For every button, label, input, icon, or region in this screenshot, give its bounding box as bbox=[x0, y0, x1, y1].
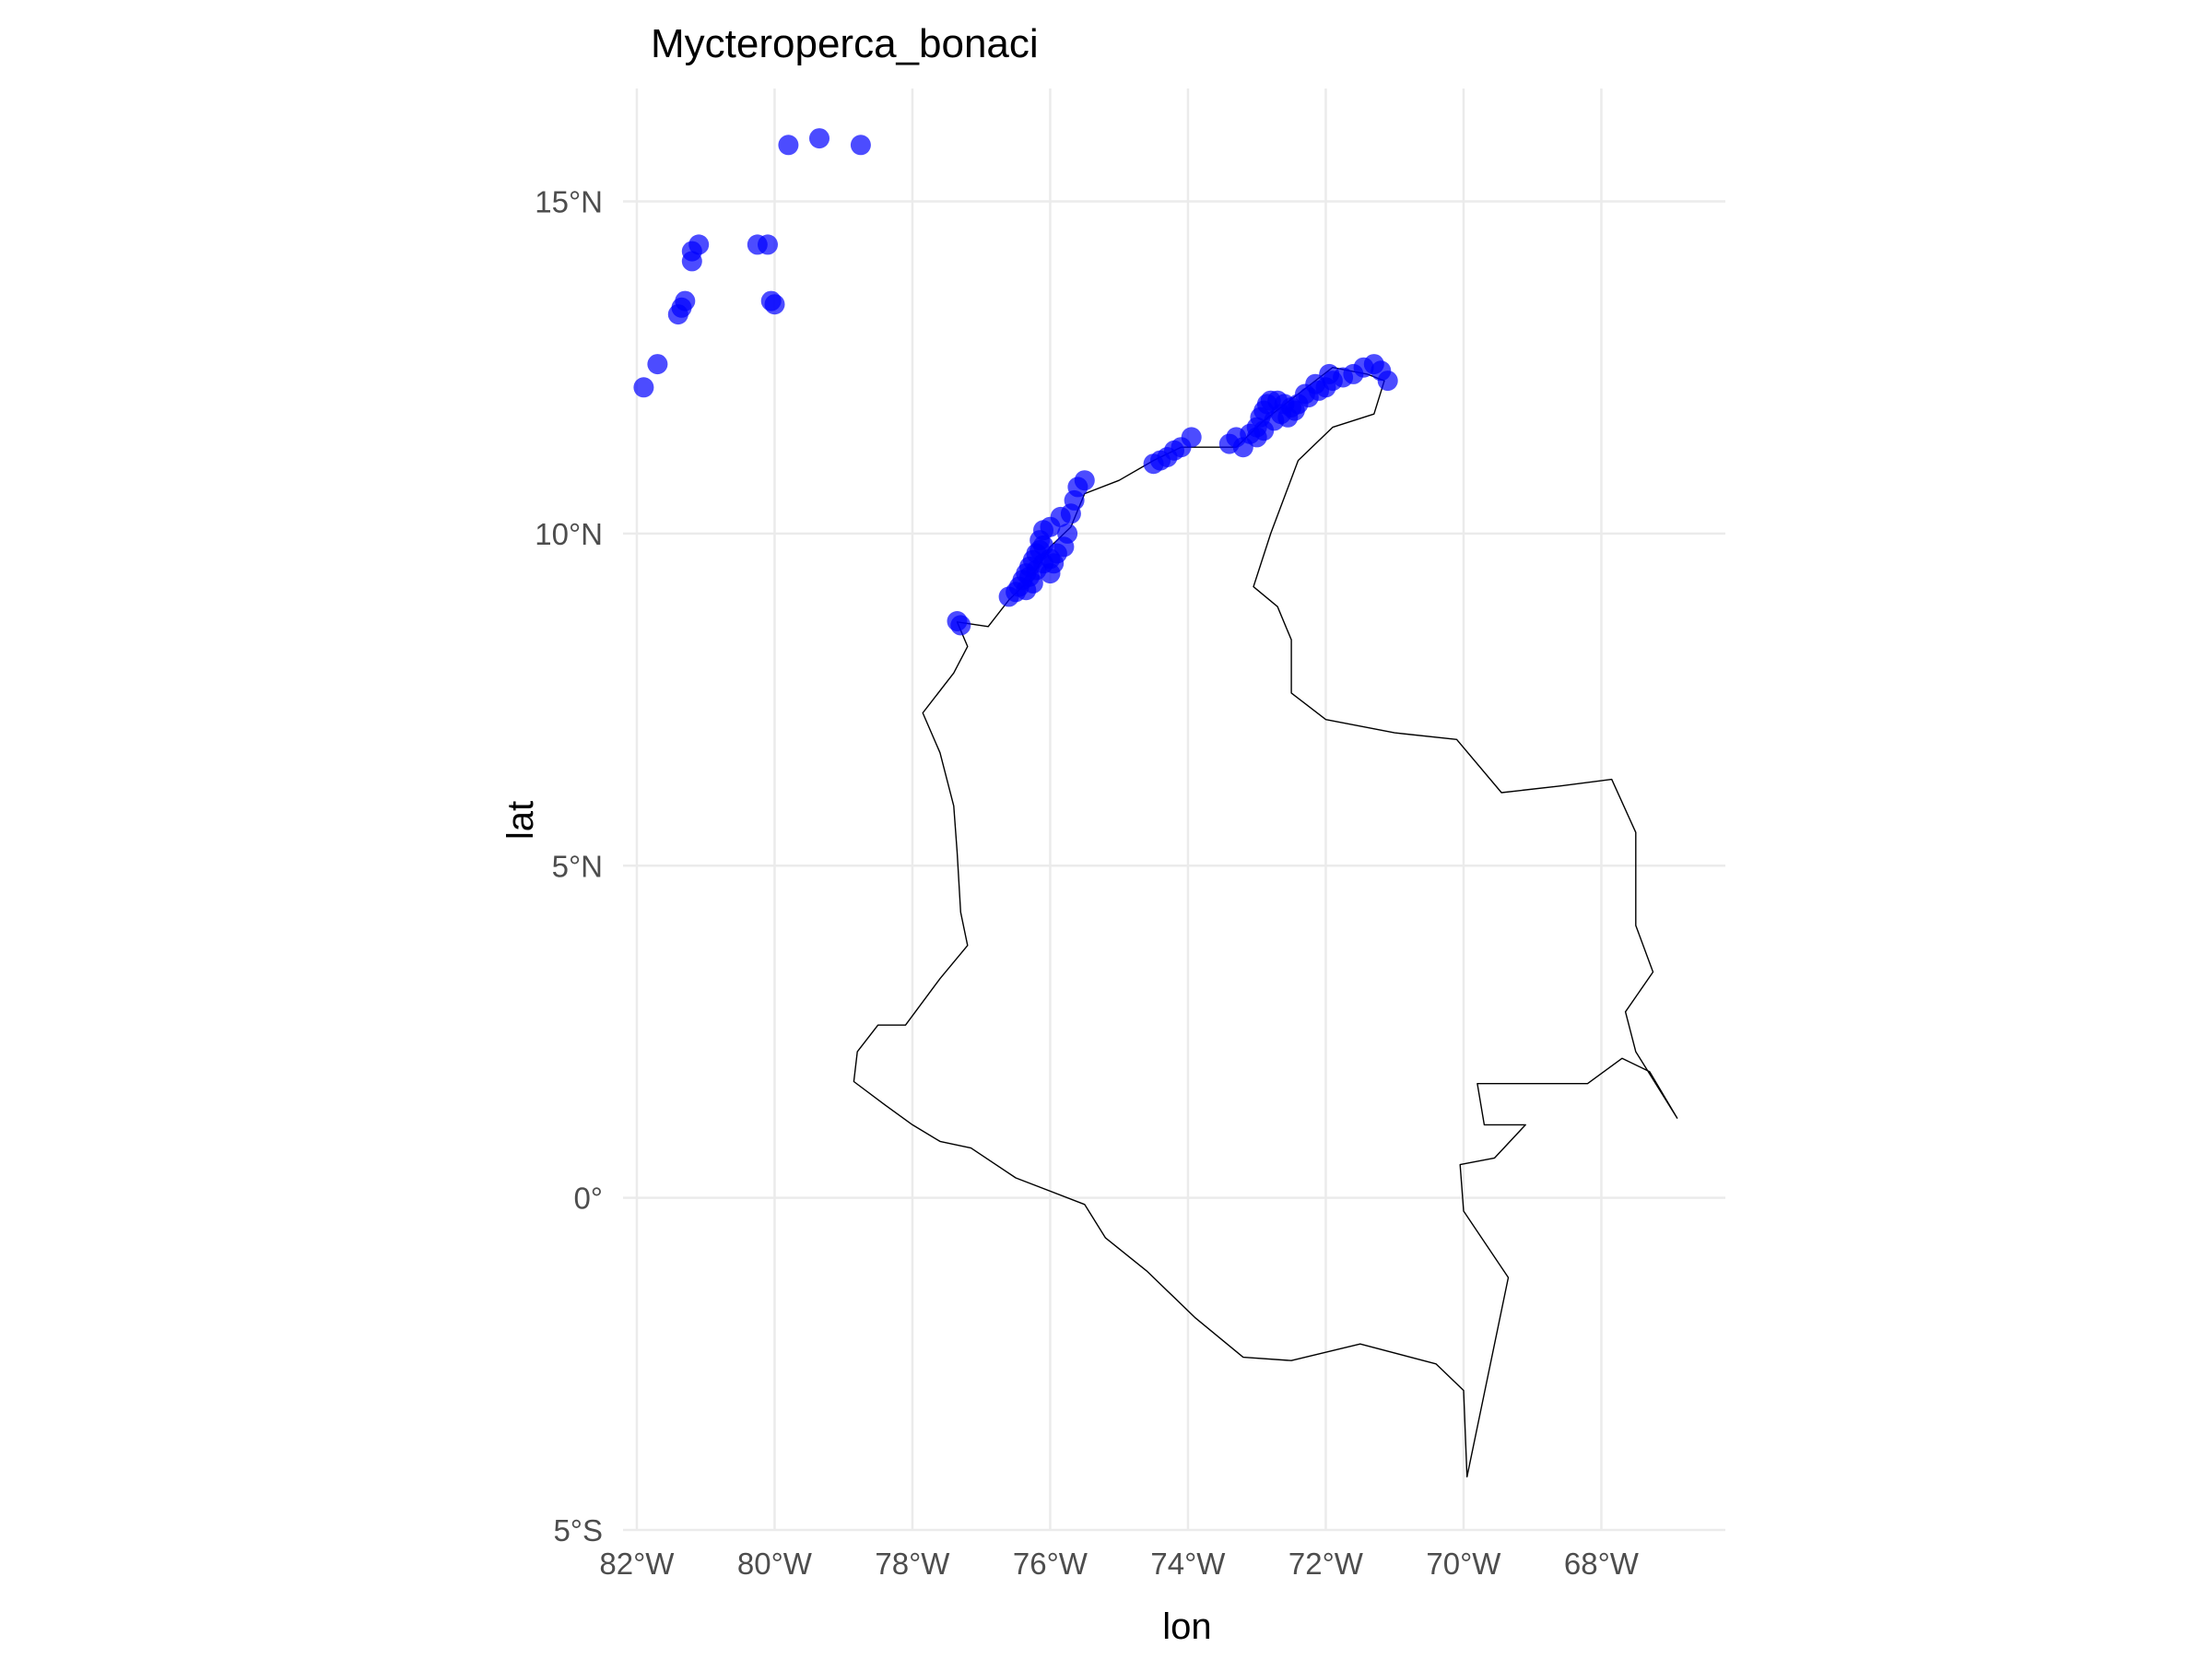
x-gridlines bbox=[635, 88, 1603, 1530]
data-points bbox=[633, 128, 1398, 636]
x-tick-label: 76°W bbox=[1013, 1547, 1088, 1581]
y-axis-title: lat bbox=[500, 801, 541, 840]
x-tick-label: 78°W bbox=[875, 1547, 950, 1581]
occurrence-point bbox=[1377, 371, 1398, 392]
x-tick-label: 80°W bbox=[737, 1547, 813, 1581]
occurrence-point bbox=[1246, 427, 1267, 448]
occurrence-point bbox=[1043, 553, 1065, 574]
occurrence-point bbox=[1181, 427, 1202, 448]
occurrence-point bbox=[647, 354, 668, 375]
occurrence-point bbox=[675, 290, 696, 312]
x-tick-label: 74°W bbox=[1150, 1547, 1226, 1581]
x-tick-label: 82°W bbox=[599, 1547, 675, 1581]
x-tick-label: 68°W bbox=[1564, 1547, 1640, 1581]
y-tick-label: 10°N bbox=[535, 517, 603, 551]
y-tick-label: 0° bbox=[573, 1182, 603, 1216]
y-tick-label: 5°S bbox=[553, 1513, 603, 1547]
y-tick-label: 15°N bbox=[535, 185, 603, 219]
y-tick-labels: 5°S 0° 5°N 10°N 15°N bbox=[535, 185, 603, 1547]
y-gridlines bbox=[623, 200, 1725, 1532]
occurrence-point bbox=[1319, 363, 1340, 384]
y-tick-label: 5°N bbox=[552, 849, 603, 883]
occurrence-point bbox=[778, 135, 799, 156]
occurrence-point bbox=[950, 615, 971, 636]
x-tick-labels: 82°W 80°W 78°W 76°W 74°W 72°W 70°W 68°W bbox=[599, 1547, 1639, 1581]
occurrence-point bbox=[633, 377, 654, 398]
occurrence-point bbox=[1016, 580, 1037, 601]
occurrence-point bbox=[850, 135, 871, 156]
x-tick-label: 70°W bbox=[1426, 1547, 1501, 1581]
occurrence-point bbox=[688, 234, 710, 255]
x-tick-label: 72°W bbox=[1288, 1547, 1364, 1581]
occurrence-point bbox=[758, 234, 778, 255]
occurrence-point bbox=[1074, 470, 1095, 491]
x-axis-title: lon bbox=[1162, 1606, 1211, 1647]
occurrence-point bbox=[764, 294, 785, 315]
occurrence-point bbox=[1057, 523, 1078, 544]
occurrence-point bbox=[809, 128, 830, 149]
chart-title: Mycteroperca_bonaci bbox=[651, 21, 1039, 66]
